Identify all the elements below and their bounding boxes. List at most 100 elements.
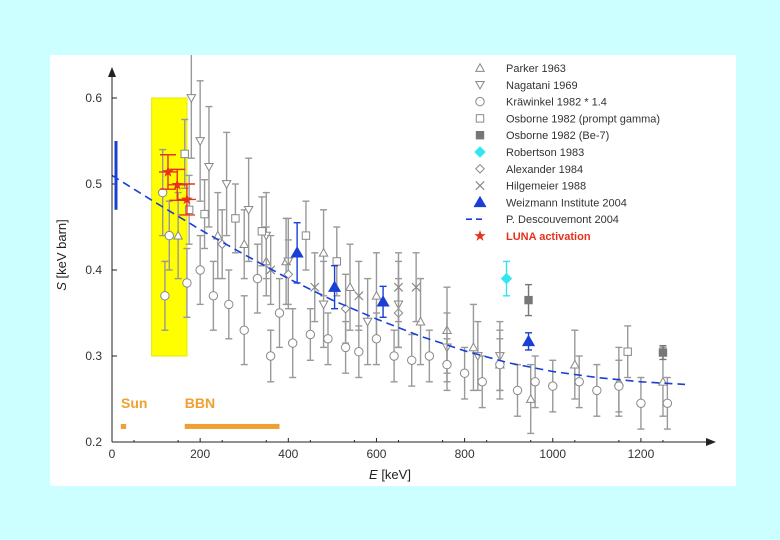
data-point <box>195 137 206 147</box>
marker-shape <box>310 282 320 292</box>
data-point <box>274 308 285 318</box>
legend-label: Robertson 1983 <box>506 147 584 159</box>
marker-shape <box>283 269 294 280</box>
data-point <box>265 351 276 361</box>
data-point <box>171 178 183 190</box>
legend-label: Hilgemeier 1988 <box>506 181 586 193</box>
data-point <box>243 205 254 216</box>
data-point <box>180 149 189 159</box>
data-point <box>371 290 382 300</box>
marker-shape <box>662 398 673 408</box>
data-point <box>323 334 333 344</box>
marker-shape <box>340 342 351 353</box>
marker-shape <box>195 137 206 147</box>
data-point <box>157 187 168 198</box>
marker-shape <box>200 209 209 219</box>
marker-shape <box>475 163 485 174</box>
data-point <box>662 398 673 408</box>
data-point <box>328 280 342 292</box>
marker-shape <box>623 347 632 356</box>
data-point <box>530 377 540 387</box>
x-axis-label: E [keV] <box>369 467 411 482</box>
marker-shape <box>181 193 193 205</box>
legend-marker <box>474 230 486 241</box>
data-point <box>184 205 194 215</box>
marker-shape <box>164 230 175 241</box>
marker-shape <box>184 205 194 215</box>
marker-shape <box>389 351 399 361</box>
data-point <box>500 272 513 285</box>
marker-shape <box>658 348 668 357</box>
legend-marker <box>474 146 486 158</box>
marker-shape <box>614 381 624 391</box>
data-point <box>208 291 219 301</box>
data-point <box>182 278 192 288</box>
data-point <box>525 393 536 403</box>
descouvemont-curve <box>111 174 686 386</box>
marker-shape <box>475 131 485 140</box>
y-axis-unit: [keV barn] <box>54 219 69 282</box>
data-point <box>393 282 404 292</box>
data-point <box>521 334 536 347</box>
data-point <box>424 351 435 361</box>
legend-marker <box>475 96 485 107</box>
marker-shape <box>407 355 417 365</box>
data-point <box>354 291 364 301</box>
data-point <box>442 359 452 370</box>
chart-panel: 0 200 400 600 800 1000 1200 0.2 0.3 0.4 0.5 0.6 Sun… <box>50 55 736 486</box>
data-point <box>290 246 304 258</box>
data-point <box>266 265 276 275</box>
marker-shape <box>477 377 487 387</box>
marker-shape <box>186 94 197 104</box>
marker-shape <box>475 114 485 123</box>
y-tick-label: 0.3 <box>85 349 102 363</box>
data-point <box>160 291 170 301</box>
marker-shape <box>530 377 540 387</box>
data-point <box>231 214 240 223</box>
data-point <box>221 180 232 190</box>
marker-shape <box>424 351 435 361</box>
data-point <box>468 342 479 352</box>
data-point <box>658 348 668 357</box>
data-point <box>592 385 602 396</box>
x-axis-arrow <box>706 438 716 446</box>
marker-shape <box>328 280 342 292</box>
marker-shape <box>344 281 356 292</box>
marker-shape <box>266 265 276 275</box>
marker-shape <box>524 295 533 305</box>
data-point <box>411 282 421 292</box>
marker-shape <box>592 385 602 396</box>
marker-shape <box>265 351 276 361</box>
marker-shape <box>354 291 364 301</box>
marker-shape <box>474 62 486 72</box>
legend-marker <box>475 131 485 140</box>
legend-label: Weizmann Institute 2004 <box>506 197 627 209</box>
legend-label: LUNA activation <box>506 231 591 243</box>
marker-shape <box>180 149 189 159</box>
data-point <box>524 295 533 305</box>
y-axis-label: S [keV barn] <box>54 219 69 291</box>
marker-shape <box>525 393 536 403</box>
legend-label: Nagatani 1969 <box>506 80 578 92</box>
data-point <box>574 377 584 387</box>
marker-shape <box>340 303 351 314</box>
marker-shape <box>569 359 580 369</box>
data-point <box>340 303 351 314</box>
y-tick-label: 0.5 <box>85 177 102 191</box>
legend-label: Alexander 1984 <box>506 164 583 176</box>
legend: Parker 1963 Nagatani 1969 Kräwinkel 1982 *… <box>466 62 660 243</box>
marker-shape <box>411 282 421 292</box>
marker-shape <box>239 325 249 335</box>
marker-shape <box>257 227 267 236</box>
data-point <box>340 342 351 353</box>
data-point <box>173 230 184 240</box>
data-point <box>407 355 417 365</box>
marker-shape <box>182 278 192 288</box>
data-point <box>459 368 470 378</box>
marker-shape <box>318 300 329 310</box>
data-point <box>362 317 373 327</box>
marker-shape <box>288 338 298 348</box>
marker-shape <box>474 146 486 158</box>
marker-shape <box>376 295 390 307</box>
data-point <box>548 381 558 391</box>
